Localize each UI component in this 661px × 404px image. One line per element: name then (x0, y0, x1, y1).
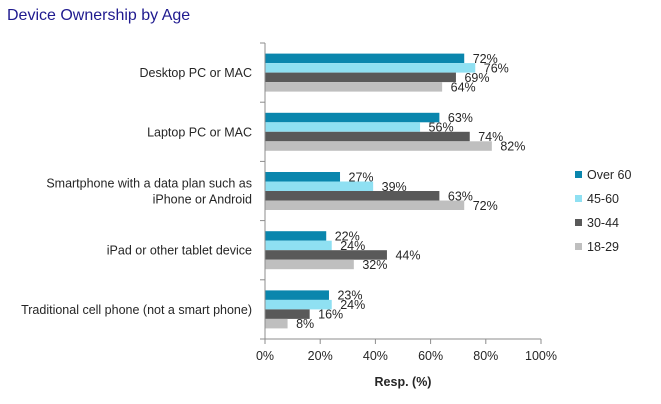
data-label: 82% (500, 140, 525, 154)
x-tick-label: 60% (418, 349, 443, 363)
data-label: 44% (395, 248, 420, 262)
data-label: 24% (340, 298, 365, 312)
bar (265, 112, 440, 123)
category-label: Laptop PC or MAC (147, 125, 252, 139)
bar (265, 131, 470, 142)
x-axis-title: Resp. (%) (375, 375, 432, 389)
data-label: 32% (362, 258, 387, 272)
data-label: 64% (451, 80, 476, 94)
legend-label: Over 60 (587, 168, 632, 182)
bar (265, 53, 465, 64)
bar (265, 318, 288, 329)
legend-label: 30-44 (587, 216, 619, 230)
data-label: 72% (473, 199, 498, 213)
bar (265, 72, 456, 83)
chart-title: Device Ownership by Age (7, 7, 191, 24)
bar (265, 181, 374, 191)
bar (265, 82, 443, 92)
bar (265, 290, 329, 300)
data-label: 8% (296, 317, 314, 331)
bar (265, 141, 492, 151)
legend-swatch (575, 219, 582, 226)
data-label: 22% (335, 229, 360, 243)
legend-swatch (575, 171, 582, 178)
data-label: 63% (448, 189, 473, 203)
category-label: Smartphone with a data plan such as (46, 177, 252, 191)
data-label: 63% (448, 111, 473, 125)
bar (265, 231, 327, 241)
data-label: 74% (478, 130, 503, 144)
bar (265, 63, 476, 73)
data-label: 39% (382, 180, 407, 194)
data-label: 56% (429, 121, 454, 135)
data-label: 16% (318, 308, 343, 322)
data-label: 76% (484, 61, 509, 75)
bar (265, 172, 341, 182)
category-label: Desktop PC or MAC (139, 66, 252, 80)
bar (265, 240, 332, 251)
x-tick-label: 100% (525, 349, 557, 363)
data-label: 24% (340, 239, 365, 253)
x-tick-label: 40% (363, 349, 388, 363)
bar (265, 299, 332, 310)
data-label: 69% (464, 71, 489, 85)
category-label: Traditional cell phone (not a smart phon… (21, 303, 252, 317)
x-tick-label: 80% (473, 349, 498, 363)
bar (265, 259, 354, 270)
x-tick-label: 20% (308, 349, 333, 363)
legend-label: 18-29 (587, 240, 619, 254)
data-label: 27% (349, 170, 374, 184)
legend-swatch (575, 195, 582, 202)
category-label: iPhone or Android (153, 193, 252, 207)
data-label: 23% (337, 289, 362, 303)
x-tick-label: 0% (256, 349, 274, 363)
legend-swatch (575, 243, 582, 250)
legend-label: 45-60 (587, 192, 619, 206)
bar (265, 309, 310, 319)
bar (265, 191, 440, 201)
bar (265, 122, 421, 132)
data-label: 72% (473, 52, 498, 66)
bar (265, 250, 387, 260)
bar (265, 200, 465, 210)
category-label: iPad or other tablet device (107, 244, 252, 258)
